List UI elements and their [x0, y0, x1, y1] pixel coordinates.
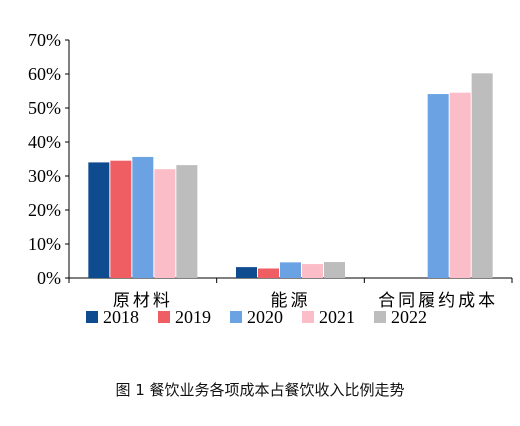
y-tick-label: 60%: [28, 64, 61, 84]
legend-label-2022: 2022: [391, 307, 427, 327]
bar-2020-0: [132, 156, 154, 278]
y-tick-label: 0%: [37, 268, 61, 288]
x-tick-label: 原材料: [113, 291, 173, 310]
legend-label-2018: 2018: [103, 307, 139, 327]
x-tick-label: 合同履约成本: [378, 291, 498, 310]
y-tick-label: 50%: [28, 98, 61, 118]
bar-chart: 0%10%20%30%40%50%60%70%原材料 能源 合同履约成本 2018 2…: [28, 30, 513, 327]
y-tick-label: 30%: [28, 166, 61, 186]
legend-swatch-2019: [158, 311, 170, 323]
bar-2021-0: [154, 169, 176, 278]
legend-swatch-2020: [230, 311, 242, 323]
y-tick-label: 10%: [28, 234, 61, 254]
legend-swatch-2018: [86, 311, 98, 323]
figure-caption: 图 1 餐饮业务各项成本占餐饮收入比例走势: [115, 381, 405, 399]
y-tick-label: 20%: [28, 200, 61, 220]
bar-2019-0: [110, 160, 132, 278]
bar-2021-1: [302, 264, 323, 278]
bar-2021-2: [449, 92, 471, 278]
bars: [88, 73, 493, 278]
legend: 2018 2019 2020 2021 2022: [86, 307, 427, 327]
legend-label-2019: 2019: [175, 307, 211, 327]
x-tick-label: 能源: [271, 291, 311, 310]
bar-2022-1: [324, 262, 345, 278]
bar-2022-2: [471, 73, 493, 278]
axes: 0% 10% 20% 30% 40% 50% 60% 70% 原材料 能源 合同履约成本: [28, 30, 513, 310]
bar-2019-1: [258, 268, 279, 278]
legend-swatch-2022: [374, 311, 386, 323]
bar-2018-1: [236, 267, 257, 278]
legend-label-2020: 2020: [247, 307, 283, 327]
y-tick-label: 40%: [28, 132, 61, 152]
bar-2018-0: [88, 162, 110, 278]
legend-label-2021: 2021: [319, 307, 355, 327]
bar-2022-0: [176, 165, 198, 278]
bar-2020-2: [427, 94, 449, 278]
legend-swatch-2021: [302, 311, 314, 323]
y-tick-label: 70%: [28, 30, 61, 50]
bar-2020-1: [280, 262, 301, 278]
